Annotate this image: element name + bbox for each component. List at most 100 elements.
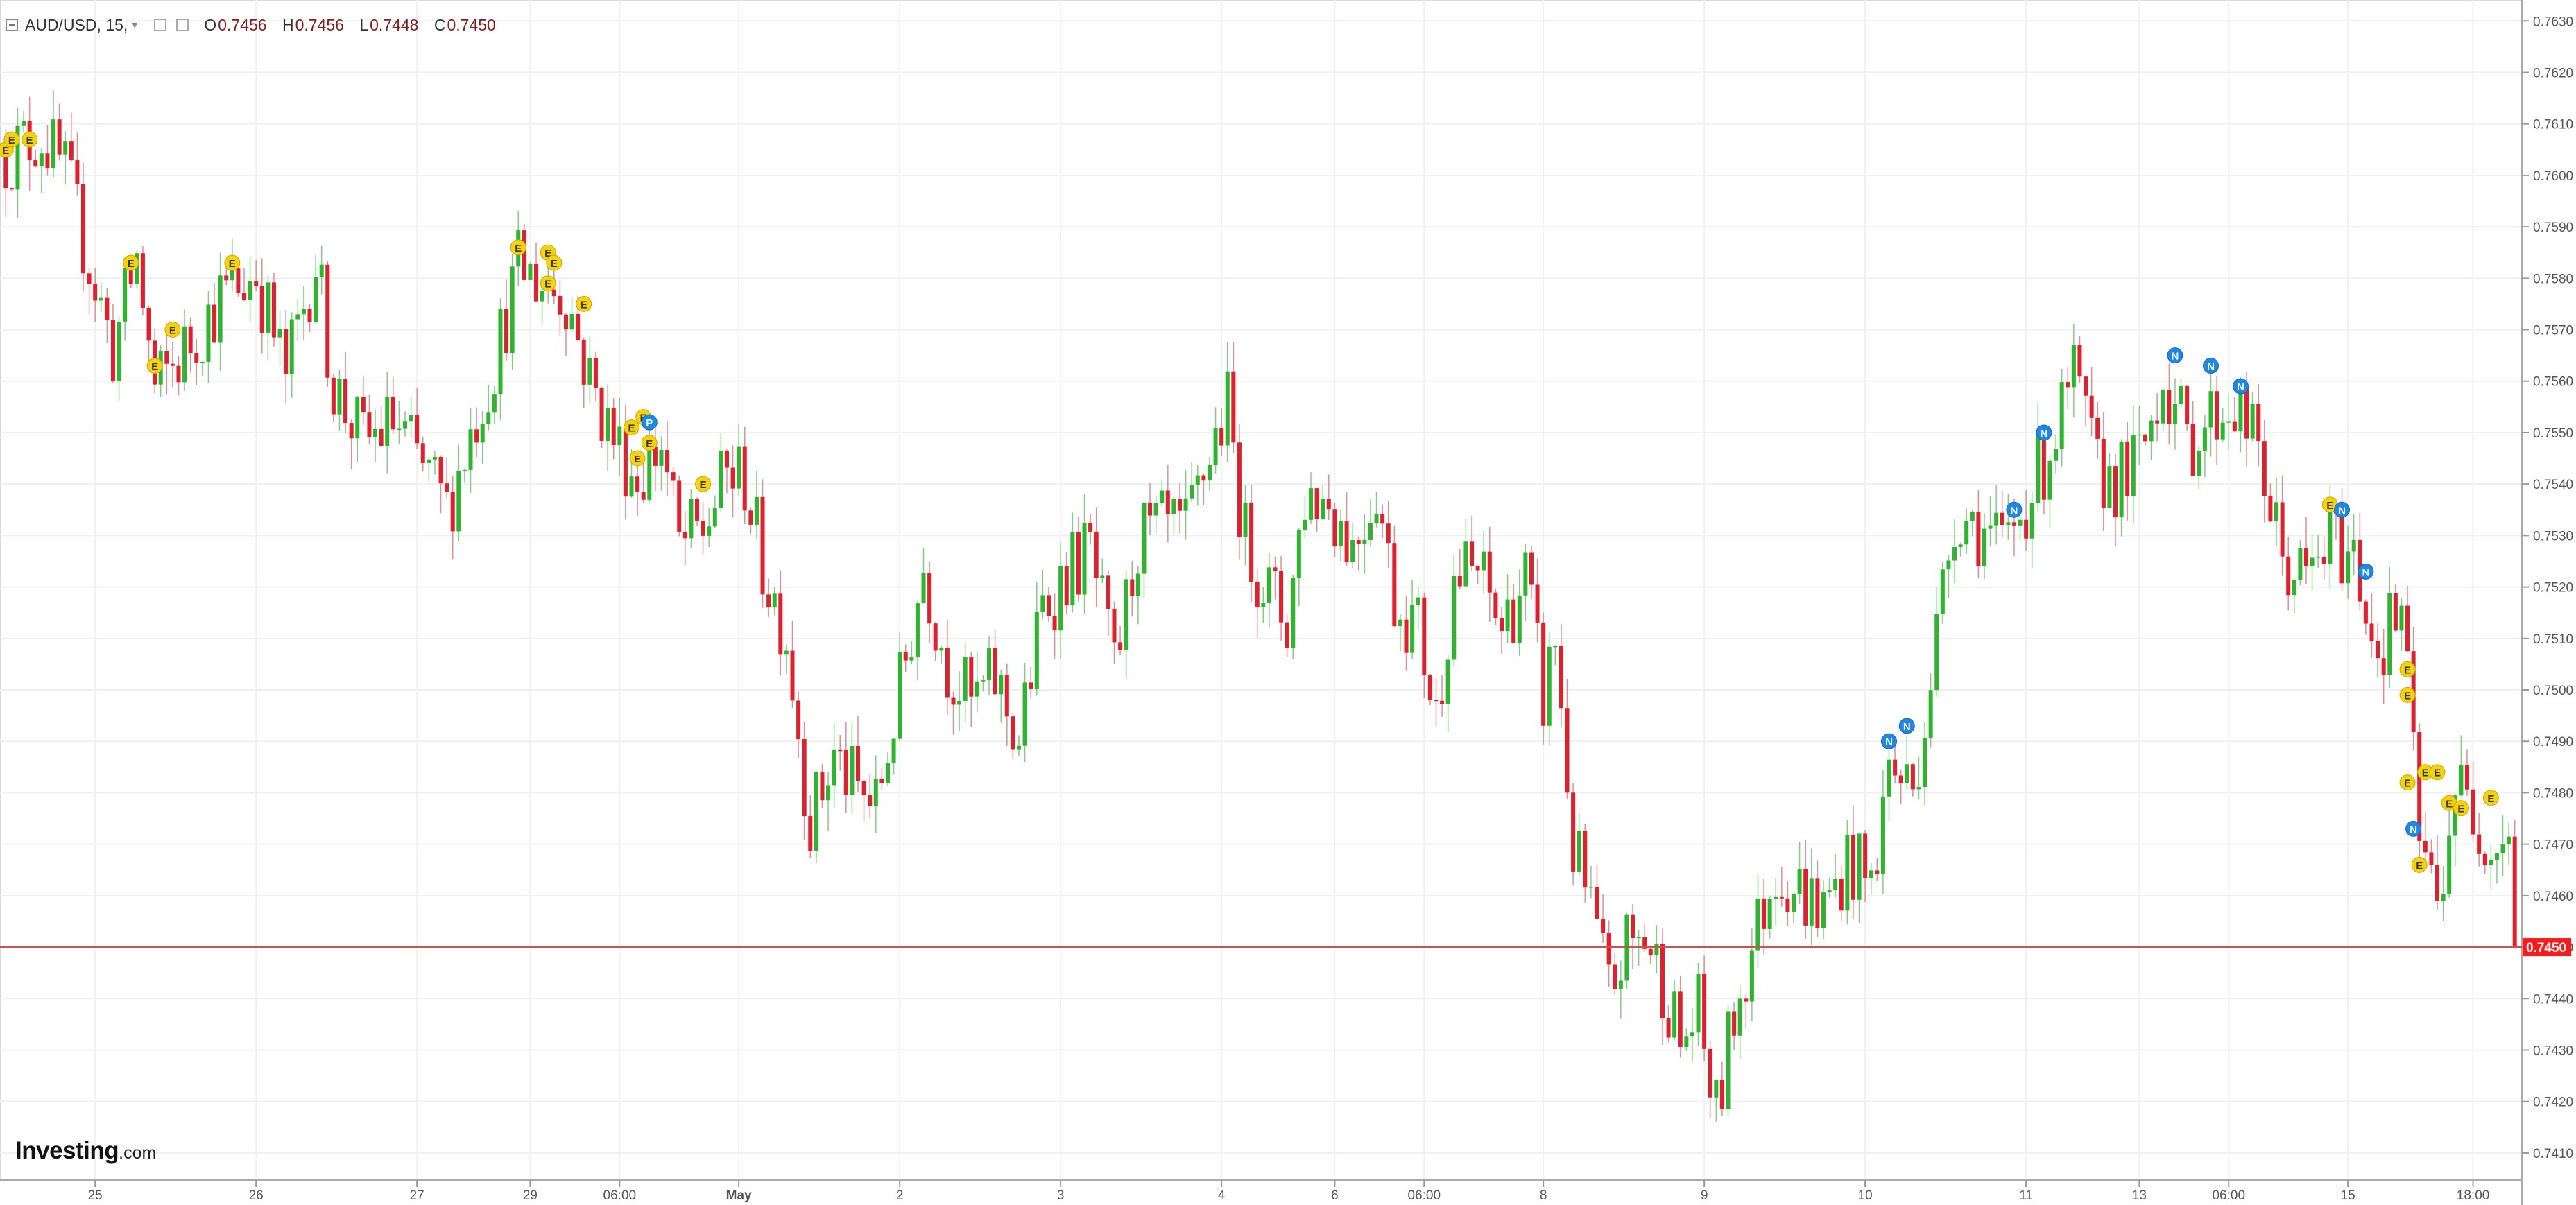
news-marker-n[interactable]: N	[2202, 357, 2219, 374]
marker-letter: E	[8, 135, 15, 146]
news-marker-n[interactable]: N	[1898, 718, 1915, 734]
marker-circle	[3, 131, 20, 148]
candle-body	[1404, 619, 1409, 653]
candle-body	[2238, 385, 2243, 432]
candle-body	[2077, 345, 2082, 377]
candle-body	[2244, 385, 2249, 439]
event-marker-e[interactable]: E	[510, 239, 526, 256]
event-marker-e[interactable]: E	[540, 275, 556, 292]
event-marker-e[interactable]: E	[624, 419, 639, 436]
candle-body	[1797, 869, 1802, 894]
news-marker-n[interactable]: N	[2358, 563, 2374, 580]
event-marker-e[interactable]: E	[2399, 686, 2416, 703]
close-icon[interactable]	[176, 19, 189, 31]
event-marker-e[interactable]: E	[641, 435, 658, 451]
news-marker-n[interactable]: N	[2334, 501, 2351, 518]
candle-body	[289, 319, 294, 374]
event-marker-e[interactable]: E	[2321, 496, 2338, 513]
event-marker-e[interactable]: E	[2453, 800, 2469, 817]
price-axis[interactable]: 0.7630 0.7620 0.7610 0.7600 0.7590 0.7580 0.75…	[2522, 15, 2573, 1161]
candle-body	[1213, 428, 1218, 465]
candle-body	[707, 526, 712, 536]
candle-body	[1815, 878, 1820, 928]
event-marker-e[interactable]: E	[2399, 774, 2416, 791]
candle-body	[1732, 1011, 1737, 1036]
candle-body	[9, 188, 14, 190]
event-marker-e[interactable]: E	[164, 322, 181, 338]
marker-circle	[2453, 800, 2469, 817]
marker-circle	[2036, 424, 2052, 441]
candle-body	[1583, 831, 1588, 888]
candle-body	[1445, 659, 1450, 704]
candle-body	[456, 471, 461, 532]
marker-circle	[576, 295, 592, 312]
candle-body	[2321, 556, 2326, 564]
candle-body	[1821, 892, 1826, 928]
event-marker-e[interactable]: E	[576, 295, 592, 312]
candle-body	[1803, 869, 1808, 926]
candle-body	[2084, 376, 2088, 396]
candle-body	[2137, 434, 2142, 436]
candle-body	[271, 282, 276, 338]
candle-body	[1792, 894, 1796, 912]
candle-body	[790, 650, 795, 701]
news-marker-n[interactable]: N	[2006, 501, 2023, 518]
candle-body	[2507, 836, 2511, 845]
event-marker-e[interactable]: E	[22, 131, 38, 148]
time-axis[interactable]: 25 26 27 29 06:00 May 2 3 4 6 06:00 8 9 10 11 13 06:00 15…	[88, 1180, 2490, 1203]
event-marker-e[interactable]: E	[546, 254, 563, 271]
candle-body	[390, 397, 395, 430]
symbol-label[interactable]: AUD/USD, 15,	[25, 15, 128, 34]
event-marker-e[interactable]: E	[123, 254, 139, 271]
candle-body	[224, 275, 229, 281]
marker-letter: E	[2404, 778, 2411, 790]
candle-body	[647, 446, 652, 500]
news-marker-n[interactable]: N	[1881, 733, 1897, 749]
marker-letter: E	[581, 299, 587, 311]
candle-body	[1034, 612, 1039, 689]
event-marker-e[interactable]: E	[629, 450, 646, 467]
candle-body	[1779, 896, 1784, 899]
candle-body	[1392, 543, 1397, 627]
candle-body	[1016, 745, 1022, 750]
marker-letter: P	[646, 417, 653, 429]
news-marker-n[interactable]: N	[2167, 347, 2183, 364]
logo-domain: .com	[119, 1143, 157, 1163]
event-marker-e[interactable]: E	[2411, 856, 2428, 873]
candle-body	[1928, 690, 1933, 738]
settings-icon[interactable]	[154, 19, 167, 31]
candle-body	[1273, 567, 1278, 571]
candle-body	[1988, 525, 1993, 529]
x-tick-label: 13	[2132, 1188, 2147, 1203]
candle-body	[445, 483, 449, 492]
event-marker-e[interactable]: E	[2482, 790, 2499, 806]
candle-body	[701, 521, 705, 536]
candle-body	[1362, 539, 1367, 544]
event-marker-e[interactable]: E	[224, 254, 241, 271]
candle-body	[903, 651, 908, 661]
candle-body	[635, 476, 640, 492]
marker-letter: E	[2487, 793, 2494, 805]
candle-body	[2369, 623, 2374, 641]
news-marker-n[interactable]: N	[2232, 378, 2249, 395]
news-marker-n[interactable]: N	[2405, 820, 2422, 837]
event-marker-e[interactable]: E	[695, 476, 712, 492]
chart-plot-border	[0, 0, 2522, 1180]
event-marker-e[interactable]: E	[2429, 764, 2446, 781]
collapse-legend-icon[interactable]	[6, 19, 18, 31]
event-layer[interactable]: EEEEEEEEEEEEEEEEPENNNNNNNENNEEENEEEEEE	[0, 131, 2499, 873]
candle-body	[1165, 490, 1170, 514]
event-marker-e[interactable]: E	[146, 357, 163, 374]
candle-body	[2036, 433, 2041, 503]
candle-body	[1755, 898, 1760, 951]
news-marker-n[interactable]: N	[2036, 424, 2052, 441]
event-marker-p[interactable]: P	[641, 414, 658, 431]
candle-body	[1851, 834, 1855, 900]
chevron-down-icon[interactable]: ▾	[132, 19, 138, 31]
x-tick-label: 06:00	[1408, 1188, 1441, 1203]
y-tick-label: 0.7540	[2533, 478, 2573, 492]
candle-body	[2041, 433, 2046, 500]
event-marker-e[interactable]: E	[3, 131, 20, 148]
event-marker-e[interactable]: E	[2399, 661, 2416, 677]
